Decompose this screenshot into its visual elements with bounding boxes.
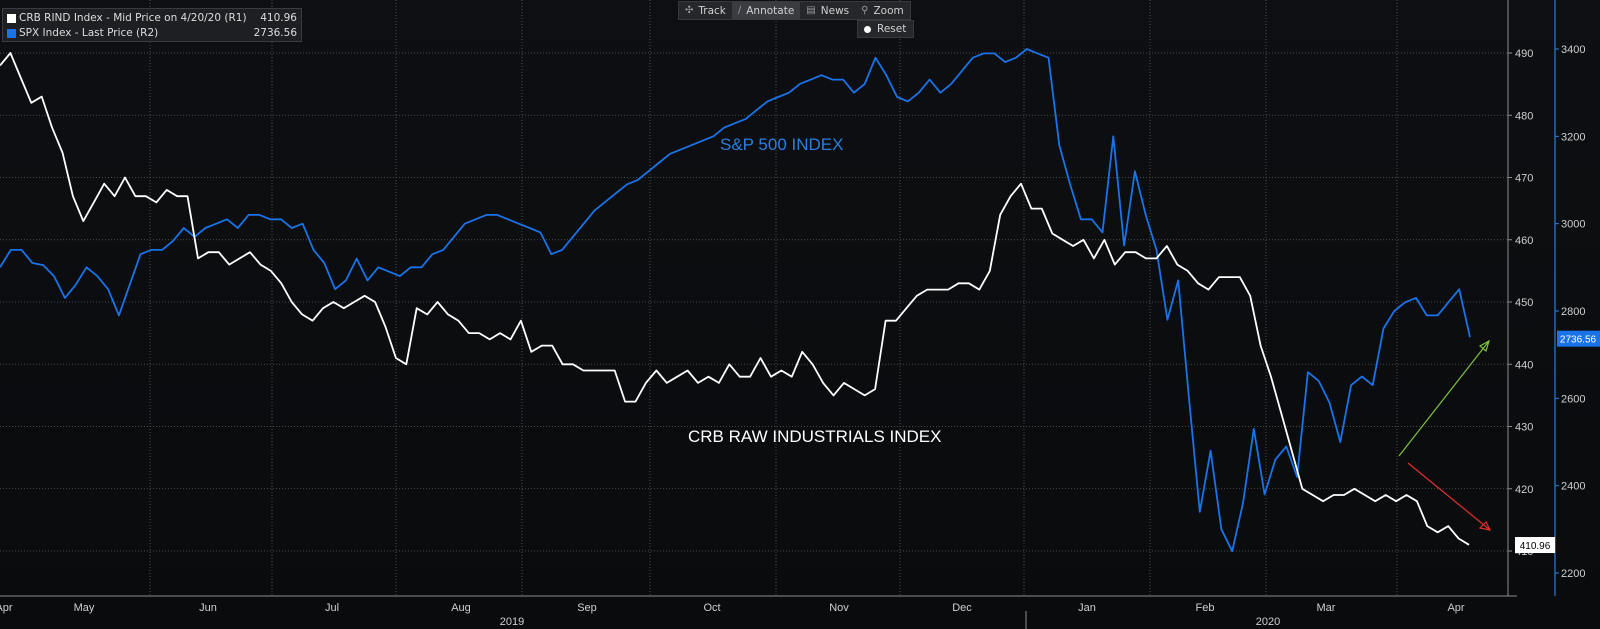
crb-tick-label: 470 bbox=[1515, 173, 1533, 185]
zoom-label: Zoom bbox=[873, 4, 904, 17]
reset-button[interactable]: Reset bbox=[857, 20, 914, 38]
spx-tick-label: 2800 bbox=[1561, 306, 1585, 318]
legend-item-crb: CRB RIND Index - Mid Price on 4/20/20 (R… bbox=[7, 11, 297, 26]
x-tick-label: Jul bbox=[325, 602, 339, 614]
red-down-arrow bbox=[1407, 462, 1491, 531]
x-tick-label: Nov bbox=[829, 602, 849, 614]
track-icon: ✣ bbox=[685, 5, 694, 16]
crb-tick-label: 480 bbox=[1515, 110, 1533, 122]
x-tick-label: Dec bbox=[952, 602, 972, 614]
x-tick-label: Jan bbox=[1078, 602, 1096, 614]
legend-value: 2736.56 bbox=[253, 27, 297, 39]
year-label: 2020 bbox=[1256, 616, 1280, 628]
x-tick-label: Apr bbox=[1447, 602, 1464, 614]
crb-tick-label: 450 bbox=[1515, 297, 1533, 309]
news-icon: ▤ bbox=[806, 5, 816, 16]
crb-tick-label: 440 bbox=[1515, 359, 1533, 371]
spx-swatch bbox=[7, 29, 16, 38]
legend-value: 410.96 bbox=[260, 12, 297, 24]
green-arrowhead bbox=[1478, 339, 1490, 353]
x-tick-label: Apr bbox=[0, 602, 13, 614]
track-label: Track bbox=[698, 4, 726, 17]
crb-annotation: CRB RAW INDUSTRIALS INDEX bbox=[688, 427, 941, 446]
spx-last-value: 2736.56 bbox=[1560, 335, 1597, 346]
crb-tick-label: 430 bbox=[1515, 422, 1533, 434]
crb-last-value-badge bbox=[1515, 537, 1555, 554]
crb-line bbox=[0, 52, 1470, 546]
track-button[interactable]: ✣ Track bbox=[679, 2, 732, 19]
zoom-button[interactable]: ⚲ Zoom bbox=[855, 2, 910, 19]
spx-annotation: S&P 500 INDEX bbox=[720, 135, 843, 154]
spx-tick-label: 2200 bbox=[1561, 568, 1585, 580]
trend-arrows bbox=[1398, 339, 1492, 531]
spx-tick-label: 3200 bbox=[1561, 131, 1585, 143]
spx-tick-label: 2400 bbox=[1561, 481, 1585, 493]
green-up-arrow bbox=[1398, 340, 1490, 457]
reset-icon bbox=[864, 25, 871, 33]
crb-tick-label: 460 bbox=[1515, 235, 1533, 247]
legend-item-spx: SPX Index - Last Price (R2) 2736.56 bbox=[7, 26, 297, 41]
legend-label: CRB RIND Index - Mid Price on 4/20/20 (R… bbox=[19, 12, 247, 24]
year-label: 2019 bbox=[500, 616, 524, 628]
crb-swatch bbox=[7, 14, 16, 23]
annotate-label: Annotate bbox=[746, 4, 795, 17]
spx-line bbox=[0, 48, 1471, 553]
news-label: News bbox=[820, 4, 850, 17]
spx-tick-label: 3000 bbox=[1561, 219, 1585, 231]
legend: CRB RIND Index - Mid Price on 4/20/20 (R… bbox=[2, 8, 302, 42]
chart-toolbar: ✣ Track ∕ Annotate ▤ News ⚲ Zoom bbox=[678, 1, 911, 20]
reset-label: Reset bbox=[877, 23, 907, 35]
crb-tick-label: 490 bbox=[1515, 48, 1533, 60]
spx-tick-label: 2600 bbox=[1561, 393, 1585, 405]
crb-series bbox=[0, 52, 1470, 546]
spx-last-value-badge bbox=[1557, 330, 1600, 347]
x-tick-label: Aug bbox=[451, 602, 471, 614]
red-arrowhead bbox=[1478, 520, 1492, 531]
crb-tick-label: 420 bbox=[1515, 484, 1533, 496]
annotate-button[interactable]: ∕ Annotate bbox=[731, 2, 801, 19]
spx-tick-label: 3400 bbox=[1561, 44, 1585, 56]
annotate-icon: ∕ bbox=[737, 5, 742, 16]
x-tick-label: May bbox=[74, 602, 95, 614]
spx-series bbox=[0, 48, 1471, 553]
zoom-icon: ⚲ bbox=[861, 5, 869, 16]
x-tick-label: Mar bbox=[1317, 602, 1336, 614]
x-tick-label: Jun bbox=[199, 602, 217, 614]
grid-lines bbox=[0, 0, 1508, 596]
x-tick-label: Feb bbox=[1196, 602, 1215, 614]
legend-label: SPX Index - Last Price (R2) bbox=[19, 27, 159, 39]
x-tick-label: Oct bbox=[703, 602, 720, 614]
x-tick-label: Sep bbox=[577, 602, 597, 614]
crb-last-value: 410.96 bbox=[1520, 541, 1551, 552]
news-button[interactable]: ▤ News bbox=[800, 2, 855, 19]
